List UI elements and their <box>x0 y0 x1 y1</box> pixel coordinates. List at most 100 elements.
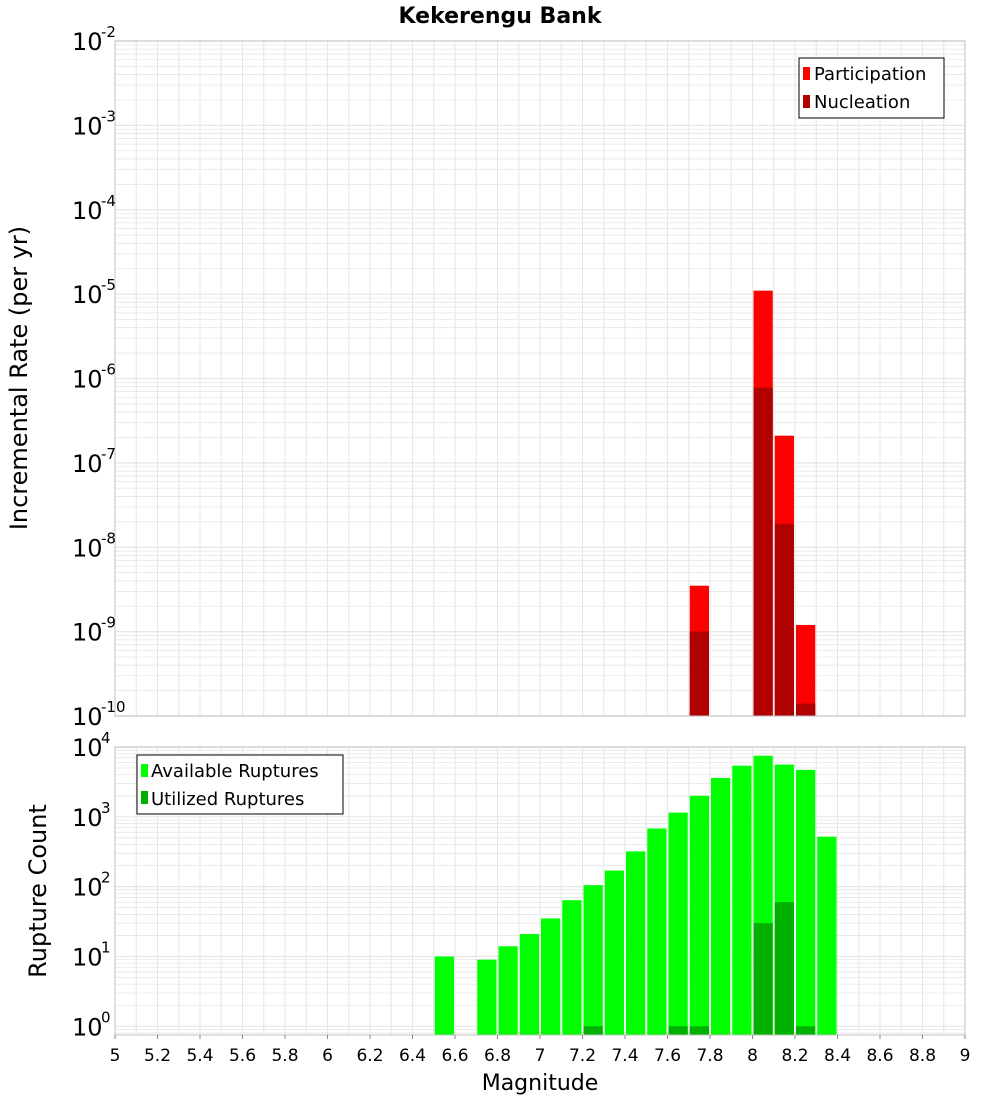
utilized-ruptures-bar <box>689 1026 709 1035</box>
nucleation-bar <box>689 631 709 716</box>
y-tick-base: 10 <box>72 619 103 647</box>
y-tick-base: 10 <box>72 450 103 478</box>
x-tick-label: 6.2 <box>356 1046 383 1066</box>
top-legend-box <box>798 57 945 119</box>
y-tick-base: 10 <box>72 1013 103 1041</box>
top-gridlines <box>114 40 966 717</box>
available-ruptures-bar <box>562 900 582 1035</box>
x-tick-label: 8.2 <box>781 1046 808 1066</box>
y-tick-base: 10 <box>72 943 103 971</box>
y-tick-exponent: 1 <box>101 938 111 956</box>
nucleation-legend-swatch <box>803 95 810 108</box>
y-tick-exponent: 0 <box>101 1008 111 1026</box>
available-ruptures-bar <box>498 946 518 1035</box>
x-tick-label: 7 <box>535 1046 546 1066</box>
y-tick-label: 10-8 <box>72 529 116 562</box>
x-tick-label: 7.4 <box>611 1046 638 1066</box>
y-tick-label: 10-4 <box>72 192 116 225</box>
available-ruptures-bar <box>689 795 709 1035</box>
y-tick-label: 10-6 <box>72 361 116 394</box>
y-tick-exponent: -10 <box>101 698 126 716</box>
participation-legend-swatch <box>803 67 810 80</box>
y-tick-label: 10-10 <box>72 698 126 731</box>
y-tick-label: 10-3 <box>72 107 116 140</box>
y-tick-exponent: -5 <box>101 276 116 294</box>
x-tick-label: 5.6 <box>229 1046 256 1066</box>
top-legend: Participation Nucleation <box>798 57 945 119</box>
x-tick-label: 8.8 <box>909 1046 936 1066</box>
available-ruptures-bar <box>583 885 603 1035</box>
x-tick-label: 5 <box>110 1046 121 1066</box>
y-tick-exponent: -2 <box>101 23 116 41</box>
x-tick-label: 5.4 <box>186 1046 213 1066</box>
x-tick-label: 7.2 <box>569 1046 596 1066</box>
x-tick-label: 7.8 <box>696 1046 723 1066</box>
bottom-y-axis-label: Rupture Count <box>24 804 52 978</box>
y-tick-base: 10 <box>72 28 103 56</box>
y-tick-exponent: -3 <box>101 107 116 125</box>
top-plot-frame <box>114 40 966 717</box>
x-tick-label: 8 <box>747 1046 758 1066</box>
x-tick-label: 5.8 <box>271 1046 298 1066</box>
utilized-ruptures-bar <box>583 1026 603 1035</box>
y-tick-base: 10 <box>72 734 103 762</box>
available-ruptures-bar <box>626 851 646 1035</box>
available-ruptures-bar <box>711 777 731 1035</box>
nucleation-bar <box>774 523 794 716</box>
nucleation-bar <box>796 703 816 716</box>
y-tick-exponent: 2 <box>101 869 111 887</box>
y-tick-label: 100 <box>72 1008 111 1041</box>
participation-bar <box>796 624 816 716</box>
bottom-legend-box <box>136 754 344 815</box>
x-tick-label: 8.6 <box>866 1046 893 1066</box>
x-tick-label: 8.4 <box>824 1046 851 1066</box>
utilized-legend-swatch <box>141 791 148 804</box>
utilized-ruptures-bar <box>796 1026 816 1035</box>
y-tick-exponent: -8 <box>101 529 116 547</box>
y-tick-label: 10-9 <box>72 614 116 647</box>
y-tick-base: 10 <box>72 197 103 225</box>
y-tick-label: 104 <box>72 729 111 762</box>
x-tick-label: 7.6 <box>654 1046 681 1066</box>
y-tick-exponent: 4 <box>101 729 111 747</box>
available-ruptures-bar <box>519 933 539 1035</box>
x-tick-label: 6.4 <box>399 1046 426 1066</box>
x-tick-label: 6 <box>322 1046 333 1066</box>
available-ruptures-bar <box>647 828 667 1035</box>
y-tick-exponent: -6 <box>101 361 116 379</box>
available-legend-swatch <box>141 764 148 777</box>
y-tick-label: 102 <box>72 869 111 902</box>
nucleation-legend-label: Nucleation <box>814 92 910 113</box>
available-ruptures-bar <box>604 870 624 1035</box>
utilized-legend-label: Utilized Ruptures <box>151 789 304 810</box>
bottom-legend: Available Ruptures Utilized Ruptures <box>136 754 344 815</box>
top-y-axis-label: Incremental Rate (per yr) <box>5 226 33 530</box>
available-ruptures-bar <box>817 836 837 1035</box>
available-ruptures-bar <box>796 769 816 1035</box>
y-tick-base: 10 <box>72 112 103 140</box>
y-tick-base: 10 <box>72 874 103 902</box>
x-axis-label: Magnitude <box>482 1071 599 1096</box>
available-ruptures-bar <box>668 812 688 1035</box>
y-tick-exponent: -4 <box>101 192 116 210</box>
available-ruptures-bar <box>732 765 752 1035</box>
available-legend-label: Available Ruptures <box>151 761 319 782</box>
top-bars <box>689 290 816 716</box>
y-tick-label: 10-5 <box>72 276 116 309</box>
utilized-ruptures-bar <box>753 923 773 1035</box>
x-tick-label: 9 <box>960 1046 971 1066</box>
y-tick-exponent: -7 <box>101 445 116 463</box>
y-tick-exponent: 3 <box>101 799 111 817</box>
y-tick-base: 10 <box>72 804 103 832</box>
y-tick-base: 10 <box>72 534 103 562</box>
y-tick-base: 10 <box>72 703 103 731</box>
utilized-ruptures-bar <box>774 902 794 1035</box>
utilized-ruptures-bar <box>668 1026 688 1035</box>
available-ruptures-bar <box>477 959 497 1035</box>
nucleation-bar <box>753 387 773 716</box>
